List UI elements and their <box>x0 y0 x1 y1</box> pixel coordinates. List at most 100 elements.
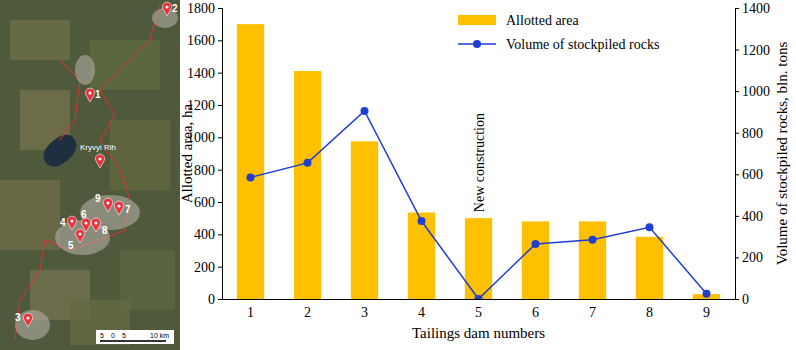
tick-mark <box>218 267 222 268</box>
tick: 400 <box>194 227 222 242</box>
tick-label: 800 <box>194 163 215 178</box>
axis-line <box>218 9 223 300</box>
tick-label: 200 <box>194 260 215 275</box>
map-marker-dot <box>84 221 87 224</box>
tick-mark <box>735 216 739 217</box>
tick-label: 1200 <box>742 43 770 58</box>
city-marker-dot <box>98 157 101 160</box>
tick-label: 1000 <box>742 84 770 99</box>
scale-bar: 50510 km <box>96 330 174 344</box>
legend-label: Allotted area <box>506 13 579 28</box>
tick: 400 <box>735 209 763 224</box>
y-axis-title: Allotted area, ha <box>179 103 195 203</box>
marker <box>646 223 654 231</box>
tick: 1800 <box>187 1 222 16</box>
tick-label: 9 <box>703 305 710 320</box>
map-field <box>10 20 70 60</box>
tick-label: 1600 <box>187 33 215 48</box>
map-marker-dot <box>26 316 29 319</box>
tick: 0 <box>735 292 749 307</box>
tick: 1200 <box>735 43 770 58</box>
x-axis: 123456789 <box>223 299 736 320</box>
tick-mark <box>735 299 739 300</box>
tick: 1600 <box>187 33 222 48</box>
tick-label: 4 <box>418 305 425 320</box>
map-marker <box>85 88 94 102</box>
tick-mark <box>218 299 222 300</box>
plot-marks <box>237 24 720 299</box>
y2-axis-title: Volume of stockpiled rocks, bln. tons <box>774 42 790 266</box>
map-marker <box>114 201 123 215</box>
city-marker <box>95 154 104 168</box>
map-marker-dot <box>78 232 81 235</box>
tick-mark <box>218 202 222 203</box>
tick: 3 <box>361 299 368 320</box>
tick-label: 3 <box>361 305 368 320</box>
tick-mark <box>218 40 222 41</box>
map-marker-dot <box>117 204 120 207</box>
map-marker-label: 6 <box>81 209 87 220</box>
map-marker-dot <box>88 91 91 94</box>
map-marker-dot <box>106 201 109 204</box>
tick: 1400 <box>735 1 770 16</box>
tailings-area <box>15 310 50 340</box>
marker <box>418 217 426 225</box>
marker <box>589 236 597 244</box>
map-field <box>0 180 60 250</box>
map-marker-label: 2 <box>172 3 178 14</box>
tick-label: 600 <box>742 167 763 182</box>
tick-label: 1400 <box>742 1 770 16</box>
tick-mark <box>218 137 222 138</box>
tick-label: 0 <box>208 292 215 307</box>
scale-label: 10 km <box>150 332 169 339</box>
tick: 1 <box>247 299 254 320</box>
map-marker-label: 7 <box>125 204 131 215</box>
marker <box>475 295 483 299</box>
tick-mark <box>735 91 739 92</box>
map-marker <box>81 218 90 232</box>
tick-label: 400 <box>194 227 215 242</box>
tick: 4 <box>418 299 425 320</box>
bar <box>636 237 663 299</box>
tick-mark <box>735 174 739 175</box>
legend-label: Volume of stockpiled rocks <box>506 37 659 52</box>
tick: 2 <box>304 299 311 320</box>
bar <box>351 141 378 299</box>
marker <box>703 290 711 298</box>
map-marker-label: 9 <box>95 193 101 204</box>
tick-mark <box>218 73 222 74</box>
tick: 1000 <box>735 84 770 99</box>
bar <box>579 221 606 299</box>
map-marker-label: 3 <box>15 312 21 323</box>
map-background <box>0 0 180 350</box>
x-axis-title: Tailings dam numbers <box>412 325 545 341</box>
tick-label: 8 <box>646 305 653 320</box>
tick-label: 600 <box>194 195 215 210</box>
tick: 600 <box>194 195 222 210</box>
map-place-label: Kryvyi Rih <box>80 143 116 152</box>
figure: 1 2 3 4 5 6 7 8 9 Kryvyi Rih 50510 km 0 200 400 600 800… <box>0 0 796 350</box>
map-marker <box>75 229 84 243</box>
tick: 6 <box>532 299 539 320</box>
tick-label: 400 <box>742 209 763 224</box>
tick: 8 <box>646 299 653 320</box>
tick: 7 <box>589 299 596 320</box>
line <box>251 111 707 299</box>
map-marker-label: 1 <box>95 89 101 100</box>
map-marker <box>23 313 32 327</box>
map-marker-label: 4 <box>60 217 66 228</box>
marker <box>532 240 540 248</box>
map-marker-label: 5 <box>68 240 74 251</box>
bar <box>522 221 549 299</box>
marker <box>304 159 312 167</box>
bar <box>237 24 264 299</box>
tick-mark <box>218 8 222 9</box>
tick-label: 800 <box>742 126 763 141</box>
tick: 0 <box>208 292 222 307</box>
map-marker <box>162 2 171 16</box>
marker <box>247 173 255 181</box>
tick-label: 6 <box>532 305 539 320</box>
map-marker <box>103 198 112 212</box>
tick-label: 1 <box>247 305 254 320</box>
axis-line <box>223 299 736 300</box>
